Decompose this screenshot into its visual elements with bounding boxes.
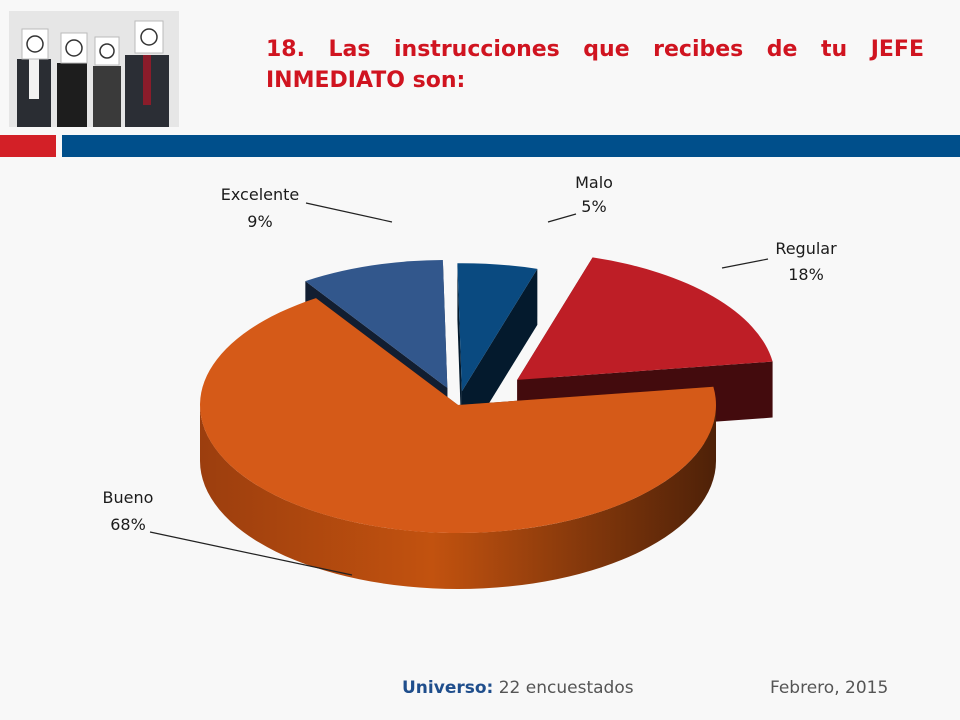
footer-universe: Universo: 22 encuestados	[402, 678, 634, 698]
footer-universe-value: 22 encuestados	[498, 678, 634, 698]
leader-line-regular	[721, 258, 769, 269]
pie-slice-malo	[457, 263, 538, 448]
slice-percent-excelente: 9%	[247, 212, 272, 231]
slice-label-excelente: Excelente	[221, 185, 299, 204]
slice-percent-bueno: 68%	[110, 515, 146, 534]
leader-line-excelente	[305, 202, 393, 223]
page-title: 18. Las instrucciones que recibes de tu …	[266, 37, 924, 93]
header-photo	[9, 11, 179, 127]
header-accent-bar-red	[0, 135, 56, 157]
leader-line-bueno	[149, 531, 353, 576]
pie-slice-bueno-top	[199, 298, 716, 533]
leader-line-malo	[547, 213, 577, 223]
pie-slice-bueno	[199, 298, 716, 589]
pie-slice-regular-top	[517, 257, 773, 380]
pie-slice-excelente-top	[305, 259, 448, 388]
pie-slice-malo-top	[457, 263, 538, 392]
people-holding-smiley-signs-image	[9, 11, 179, 127]
slice-label-regular: Regular	[775, 239, 837, 258]
footer-universe-label: Universo:	[402, 678, 494, 698]
pie-slice-malo-cut-face	[457, 263, 462, 448]
pie-slice-bueno-side	[200, 405, 716, 589]
slice-percent-malo: 5%	[581, 197, 606, 216]
slice-percent-regular: 18%	[788, 265, 824, 284]
footer-date: Febrero, 2015	[770, 678, 889, 698]
pie-slice-malo-cut-face	[461, 268, 538, 448]
slice-label-bueno: Bueno	[103, 488, 154, 507]
header-accent-bar-blue	[62, 135, 960, 157]
slice-label-malo: Malo	[575, 173, 613, 192]
